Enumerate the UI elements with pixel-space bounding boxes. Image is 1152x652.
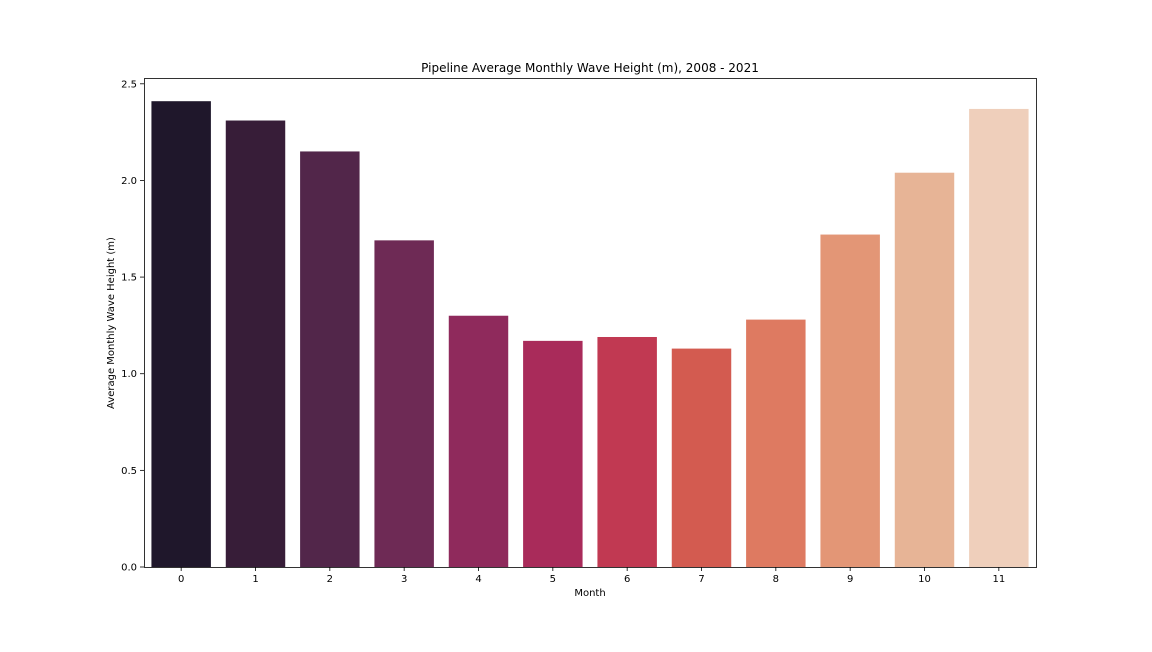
x-tick-label: 1 [252,574,258,585]
y-tick-label: 1.5 [121,273,137,284]
x-tick-label: 2 [327,574,333,585]
y-tick-label: 0.0 [121,563,137,574]
chart-title: Pipeline Average Monthly Wave Height (m)… [421,61,759,75]
bar-month-0 [151,101,211,568]
x-axis-label: Month [574,588,605,599]
y-tick-label: 2.0 [121,176,137,187]
y-tick-label: 0.5 [121,466,137,477]
plot-frame [144,78,1037,568]
x-tick-label: 5 [550,574,556,585]
bar-month-4 [448,315,509,567]
bar-month-6 [597,336,657,567]
bar-month-8 [746,319,806,567]
bar-month-11 [969,108,1029,568]
y-axis-label: Average Monthly Wave Height (m) [106,237,117,409]
x-tick-label: 4 [475,574,481,585]
bar-month-5 [523,340,583,567]
bars-layer [151,101,1029,568]
y-tick-label: 2.5 [121,79,137,90]
x-tick-label: 7 [698,574,704,585]
x-tick-label: 9 [847,574,853,585]
bar-month-2 [300,151,360,567]
y-tick-label: 1.0 [121,369,137,380]
y-axis: 0.0 0.5 1.0 1.5 2.0 2.5 [121,79,144,574]
bar-month-10 [894,172,955,567]
x-axis: 0 1 2 3 4 5 6 7 8 9 10 11 [178,567,1005,585]
bar-month-7 [671,348,732,567]
x-tick-label: 3 [401,574,407,585]
x-tick-label: 0 [178,574,184,585]
bar-month-9 [820,234,880,567]
x-tick-label: 6 [624,574,630,585]
x-tick-label: 8 [773,574,779,585]
bar-month-1 [225,120,286,568]
bar-month-3 [374,240,434,568]
x-tick-label: 11 [992,574,1005,585]
x-tick-label: 10 [918,574,931,585]
